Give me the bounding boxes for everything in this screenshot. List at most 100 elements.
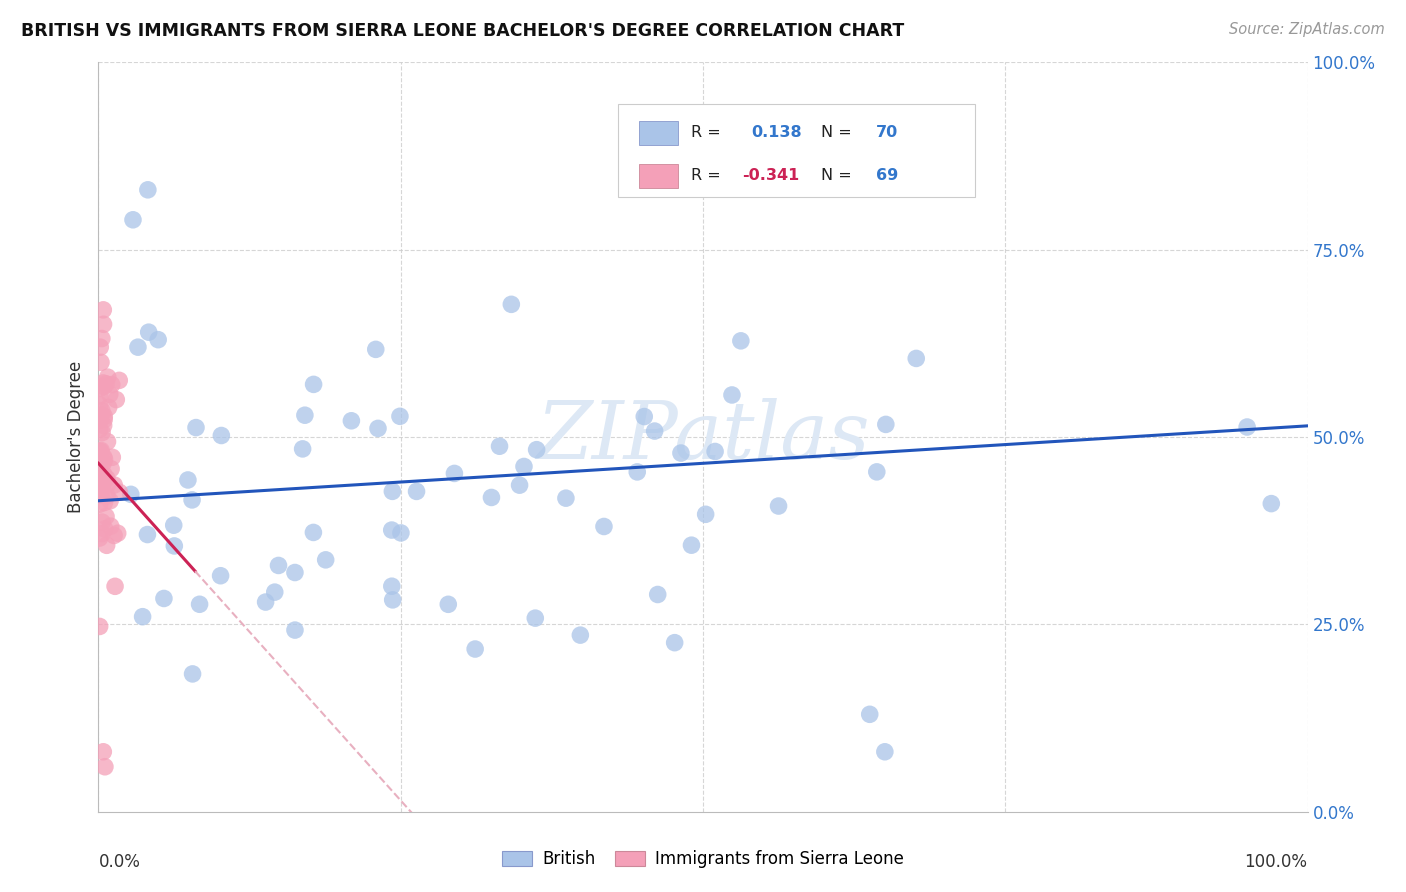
Point — [89, 423, 111, 437]
Text: BRITISH VS IMMIGRANTS FROM SIERRA LEONE BACHELOR'S DEGREE CORRELATION CHART: BRITISH VS IMMIGRANTS FROM SIERRA LEONE … — [21, 22, 904, 40]
Point — [181, 492, 204, 507]
Text: 70: 70 — [876, 125, 898, 140]
Point — [302, 525, 325, 540]
Point — [768, 499, 790, 513]
Point — [302, 377, 325, 392]
Point — [443, 467, 465, 481]
Point — [91, 526, 114, 541]
Point — [103, 528, 125, 542]
Point — [90, 482, 112, 496]
Point — [108, 485, 131, 500]
Point — [89, 444, 111, 458]
Point — [1236, 420, 1258, 434]
Point — [873, 745, 896, 759]
Point — [291, 442, 314, 456]
Text: R =: R = — [690, 125, 725, 140]
Point — [90, 403, 112, 417]
Point — [93, 318, 115, 332]
Point — [97, 401, 120, 415]
Point — [367, 421, 389, 435]
Point — [294, 408, 316, 422]
Point — [340, 414, 363, 428]
Point — [94, 376, 117, 391]
Point — [89, 497, 111, 511]
Point — [381, 593, 404, 607]
Point — [284, 566, 307, 580]
Point — [381, 523, 404, 537]
Point — [669, 446, 692, 460]
Point — [267, 558, 290, 573]
Point — [263, 585, 285, 599]
Point — [721, 388, 744, 402]
Point — [184, 420, 207, 434]
Point — [569, 628, 592, 642]
Point — [501, 297, 523, 311]
Point — [91, 425, 114, 440]
Point — [96, 434, 118, 449]
Point — [730, 334, 752, 348]
Point — [89, 475, 111, 489]
Point — [98, 493, 121, 508]
Y-axis label: Bachelor's Degree: Bachelor's Degree — [67, 361, 86, 513]
Point — [633, 409, 655, 424]
Bar — [638, 121, 678, 145]
Point — [90, 409, 112, 423]
Text: 100.0%: 100.0% — [1244, 853, 1308, 871]
Point — [100, 377, 122, 392]
Point — [89, 340, 111, 354]
Point — [90, 331, 112, 345]
Point — [89, 464, 111, 478]
Point — [90, 488, 112, 502]
Point — [89, 381, 111, 395]
Point — [89, 468, 111, 483]
Point — [94, 522, 117, 536]
Point — [93, 456, 115, 470]
Point — [93, 418, 115, 433]
Point — [89, 450, 111, 465]
Text: N =: N = — [821, 168, 858, 183]
Point — [103, 478, 125, 492]
Point — [89, 619, 111, 633]
Point — [647, 587, 669, 601]
Point — [181, 667, 204, 681]
Point — [163, 539, 186, 553]
Point — [593, 519, 616, 533]
Point — [93, 409, 115, 424]
Point — [524, 611, 547, 625]
Point — [464, 642, 486, 657]
Text: Source: ZipAtlas.com: Source: ZipAtlas.com — [1229, 22, 1385, 37]
Point — [101, 450, 124, 465]
Point — [153, 591, 176, 606]
Point — [364, 343, 387, 357]
Point — [138, 325, 160, 339]
Point — [188, 597, 211, 611]
Point — [90, 355, 112, 369]
Legend: British, Immigrants from Sierra Leone: British, Immigrants from Sierra Leone — [495, 844, 911, 875]
Point — [108, 373, 131, 387]
Point — [89, 531, 111, 545]
Text: 0.138: 0.138 — [751, 125, 801, 140]
Point — [509, 478, 531, 492]
Point — [209, 428, 232, 442]
Point — [89, 475, 111, 490]
Point — [209, 568, 232, 582]
Point — [89, 480, 111, 494]
Point — [136, 183, 159, 197]
Point — [89, 389, 111, 403]
Point — [97, 370, 120, 384]
Point — [94, 509, 117, 524]
Point — [381, 579, 404, 593]
Text: -0.341: -0.341 — [742, 168, 799, 183]
Point — [389, 525, 412, 540]
Point — [91, 515, 114, 529]
Point — [695, 508, 717, 522]
Point — [89, 445, 111, 459]
Point — [89, 485, 111, 500]
Point — [93, 452, 115, 467]
FancyBboxPatch shape — [619, 103, 976, 197]
Point — [93, 495, 115, 509]
Point — [89, 452, 111, 467]
Point — [148, 333, 170, 347]
Point — [96, 471, 118, 485]
Point — [664, 635, 686, 649]
